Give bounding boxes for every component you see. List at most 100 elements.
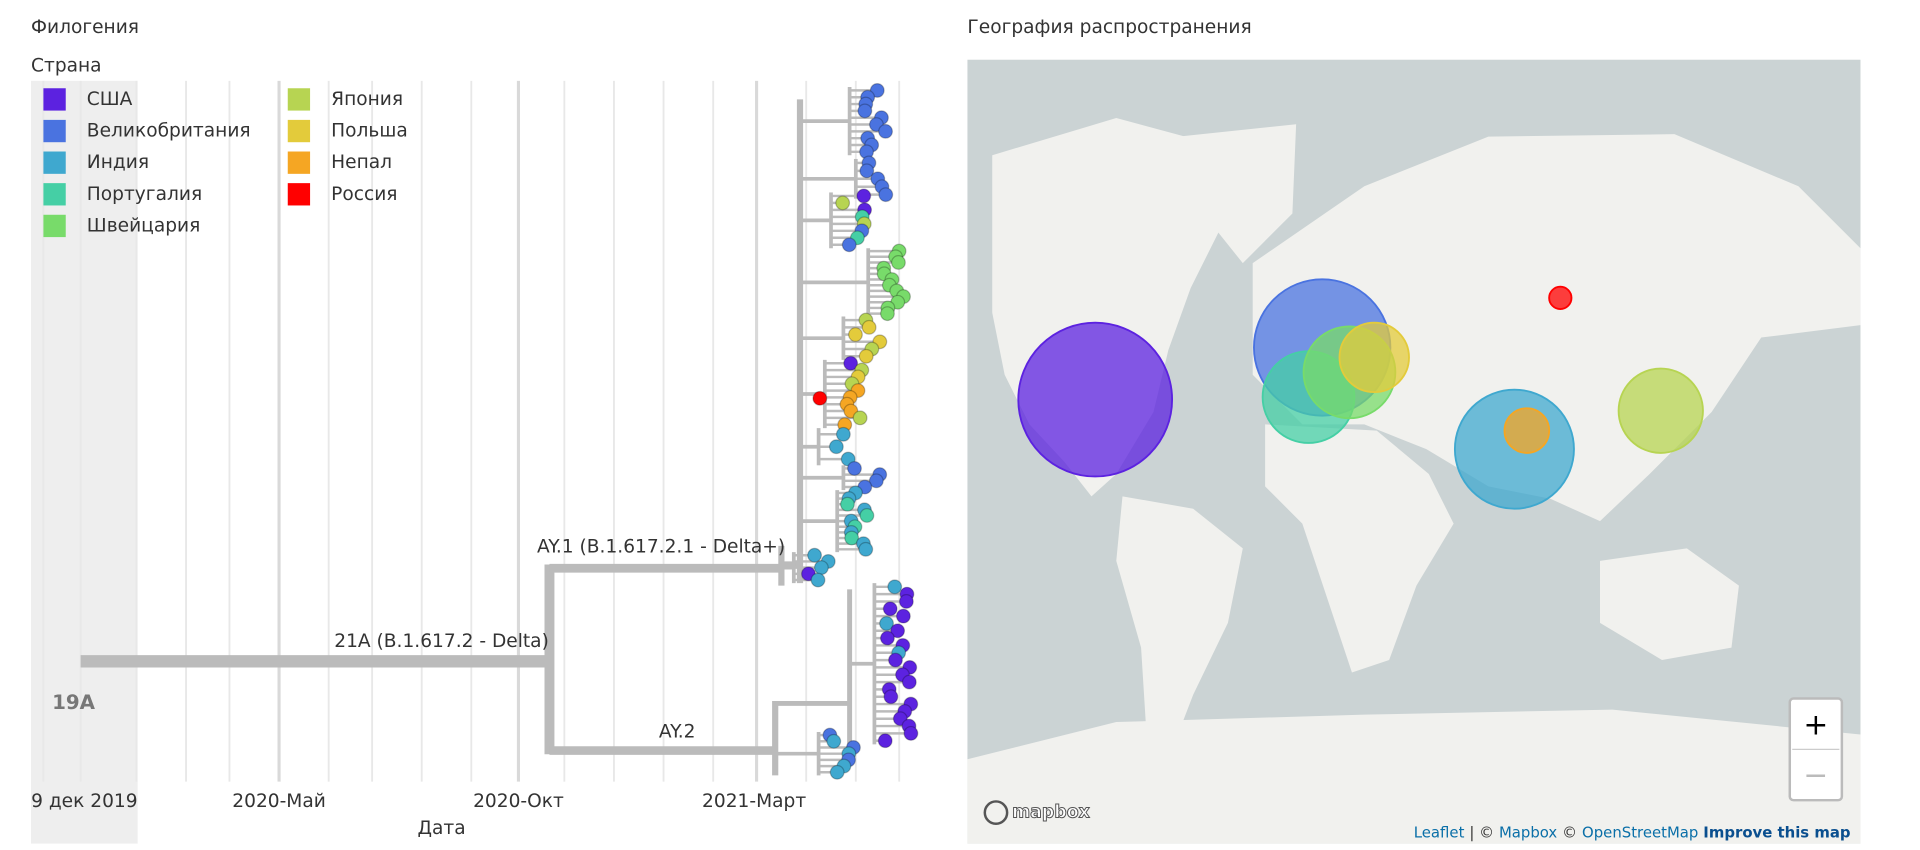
- attribution-text: ©: [1562, 824, 1577, 842]
- legend-swatch[interactable]: [43, 214, 66, 238]
- tip[interactable]: [828, 439, 844, 455]
- tip[interactable]: [835, 426, 851, 442]
- tip[interactable]: [852, 410, 868, 426]
- tip[interactable]: [895, 608, 911, 624]
- clade-label: 19A: [52, 691, 96, 714]
- tip[interactable]: [903, 725, 919, 741]
- panel-title: География распространения: [967, 17, 1251, 38]
- tip[interactable]: [869, 82, 885, 98]
- map-bubble[interactable]: [1017, 321, 1174, 478]
- tip[interactable]: [848, 327, 863, 343]
- branches: [80, 87, 911, 776]
- panel-title: Филогения: [31, 17, 139, 38]
- continent: [967, 709, 1861, 844]
- legend-swatch[interactable]: [43, 119, 66, 143]
- tip[interactable]: [878, 123, 893, 139]
- tip[interactable]: [883, 689, 899, 705]
- tip[interactable]: [807, 547, 822, 563]
- tip[interactable]: [901, 674, 917, 690]
- tip[interactable]: [882, 601, 898, 617]
- legend-label[interactable]: Португалия: [87, 184, 202, 205]
- tip[interactable]: [858, 348, 874, 364]
- tip[interactable]: [826, 733, 842, 749]
- tip[interactable]: [878, 187, 894, 203]
- tip[interactable]: [840, 496, 855, 512]
- x-axis-label: Дата: [417, 818, 465, 839]
- tip[interactable]: [879, 630, 895, 646]
- x-tick-label: 9 дек 2019: [31, 791, 138, 812]
- tip[interactable]: [829, 764, 845, 780]
- attribution-link[interactable]: Improve this map: [1703, 824, 1850, 842]
- tip[interactable]: [868, 473, 884, 489]
- legend-swatch[interactable]: [287, 88, 311, 111]
- time-grid: [42, 80, 901, 782]
- continent: [1265, 424, 1454, 673]
- attribution-link[interactable]: Leaflet: [1414, 824, 1465, 842]
- legend-swatch[interactable]: [43, 151, 66, 174]
- tip[interactable]: [847, 460, 862, 476]
- tip[interactable]: [857, 103, 873, 119]
- tip[interactable]: [888, 652, 903, 668]
- x-tick-label: 2020-Май: [232, 791, 326, 812]
- tip[interactable]: [810, 572, 826, 588]
- tip[interactable]: [879, 616, 894, 631]
- tip[interactable]: [856, 188, 872, 204]
- tip[interactable]: [858, 541, 874, 557]
- tip[interactable]: [877, 733, 893, 749]
- attribution-text: | ©: [1469, 824, 1494, 842]
- legend-swatch[interactable]: [43, 88, 66, 111]
- continent: [1252, 134, 1861, 522]
- tip[interactable]: [835, 195, 851, 211]
- continent: [1600, 548, 1739, 661]
- tip[interactable]: [890, 255, 906, 270]
- map-bubbles: [1017, 278, 1704, 510]
- attribution-link[interactable]: OpenStreetMap: [1582, 824, 1698, 842]
- legend-label[interactable]: Непал: [331, 152, 392, 173]
- clade-label: AY.1 (B.1.617.2.1 - Delta+): [537, 537, 785, 558]
- tip[interactable]: [859, 163, 875, 179]
- tip[interactable]: [859, 508, 875, 523]
- phylogeny-panel: Филогения Страна 19A 21A (B.1.617.2 - De…: [31, 17, 919, 844]
- continent: [1116, 496, 1243, 760]
- x-tick-label: 2020-Окт: [473, 791, 564, 812]
- tip[interactable]: [890, 623, 906, 639]
- zoom-out-button[interactable]: −: [1803, 758, 1828, 793]
- tip[interactable]: [843, 355, 859, 371]
- date-band: [31, 80, 138, 844]
- legend-label[interactable]: Япония: [331, 89, 403, 110]
- mapbox-logo-icon: [983, 800, 1009, 825]
- map-bubble[interactable]: [1338, 321, 1410, 394]
- map-panel: География распространения + − mapbox Lea…: [967, 17, 1861, 844]
- legend-swatch[interactable]: [287, 183, 311, 206]
- tip[interactable]: [813, 560, 829, 576]
- tip[interactable]: [812, 390, 828, 406]
- tip[interactable]: [861, 319, 877, 335]
- legend-label[interactable]: Россия: [331, 184, 397, 205]
- attribution: Leaflet | © Mapbox © OpenStreetMap Improve th…: [1414, 824, 1851, 842]
- legend-swatch[interactable]: [287, 151, 311, 174]
- legend-label[interactable]: Швейцария: [87, 215, 200, 236]
- mapbox-logo[interactable]: mapbox: [1012, 802, 1091, 823]
- legend-swatch[interactable]: [287, 119, 311, 143]
- legend-label[interactable]: США: [87, 89, 133, 110]
- zoom-in-button[interactable]: +: [1803, 707, 1828, 742]
- clade-label: 21A (B.1.617.2 - Delta): [334, 631, 549, 652]
- legend-label[interactable]: Великобритания: [87, 121, 251, 142]
- map-bubble[interactable]: [1617, 367, 1704, 454]
- tip[interactable]: [887, 579, 903, 595]
- attribution-link[interactable]: Mapbox: [1499, 824, 1557, 842]
- map-bubble[interactable]: [1503, 407, 1551, 454]
- tip[interactable]: [898, 594, 914, 609]
- tip[interactable]: [841, 237, 857, 253]
- legend-label[interactable]: Польша: [331, 121, 408, 142]
- legend-swatch[interactable]: [43, 183, 66, 206]
- map-bubble[interactable]: [1548, 285, 1573, 310]
- tip[interactable]: [844, 530, 860, 546]
- legend-title: Страна: [31, 55, 102, 76]
- tip[interactable]: [880, 306, 895, 322]
- x-tick-label: 2021-Март: [702, 791, 806, 812]
- legend-label[interactable]: Индия: [87, 152, 149, 173]
- clade-label: AY.2: [659, 721, 696, 742]
